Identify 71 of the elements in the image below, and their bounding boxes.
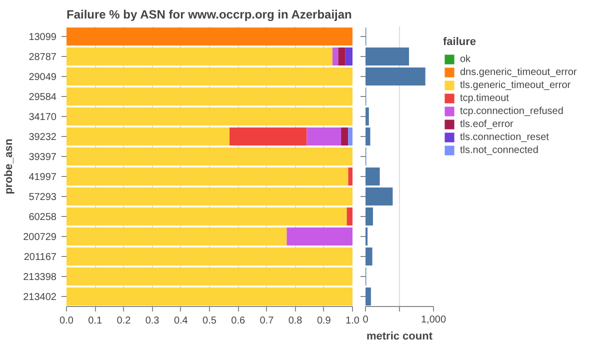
bar <box>345 48 352 66</box>
x-tick-label: 0 <box>362 314 369 326</box>
legend-label: ok <box>460 53 472 65</box>
y-tick-label: 200729 <box>23 232 57 243</box>
legend-label: tls.not_connected <box>460 144 538 156</box>
x-tick-label: 0.2 <box>116 316 132 326</box>
legend-title: failure <box>443 36 478 48</box>
bar <box>230 128 307 146</box>
y-axis-title: probe_asn <box>3 138 16 194</box>
bar <box>66 128 230 146</box>
bar <box>66 48 332 66</box>
y-tick-label: 213398 <box>23 272 57 283</box>
legend-label: tls.generic_timeout_error <box>460 79 571 91</box>
bar <box>348 128 352 146</box>
legend-label: tcp.connection_refused <box>460 105 564 117</box>
bar <box>66 208 347 226</box>
legend-label: tcp.timeout <box>460 92 509 104</box>
bar <box>66 108 352 126</box>
y-tick-label: 57293 <box>28 192 57 203</box>
bar <box>338 48 346 66</box>
bar <box>66 228 287 246</box>
y-tick-label: 13099 <box>28 32 57 43</box>
y-tick-label: 39232 <box>28 132 57 143</box>
x-tick-label: 1.0 <box>346 316 360 326</box>
x-tick-label: 0.9 <box>316 316 332 326</box>
bar <box>66 168 348 186</box>
bar <box>366 208 373 226</box>
bar <box>366 188 393 206</box>
bar <box>366 168 380 186</box>
bar <box>66 248 352 266</box>
chart-title: Failure % by ASN for www.occrp.org in Azerbaijan <box>66 8 352 22</box>
bar <box>366 248 372 266</box>
bar <box>66 188 352 206</box>
x-axis-title: metric count <box>366 330 433 342</box>
bar <box>346 208 352 226</box>
y-tick-label: 29049 <box>28 72 57 83</box>
y-tick-label: 60258 <box>28 212 57 223</box>
x-tick-label: 1,000 <box>420 314 446 326</box>
bar <box>366 288 371 306</box>
y-tick-label: 29584 <box>28 92 57 103</box>
x-tick-label: 0.8 <box>288 316 303 326</box>
bar <box>332 48 338 66</box>
bar <box>366 108 369 126</box>
legend-label: tls.connection_reset <box>460 131 549 143</box>
x-tick-label: 0.5 <box>202 316 217 326</box>
bar <box>366 68 426 86</box>
x-tick-label: 0.1 <box>88 316 102 326</box>
bar <box>341 128 348 146</box>
y-tick-label: 213402 <box>23 292 57 303</box>
bar <box>66 68 352 86</box>
bar <box>366 48 410 66</box>
x-tick-label: 0.7 <box>260 316 274 326</box>
bar <box>66 268 352 286</box>
bar <box>66 148 352 166</box>
y-tick-label: 201167 <box>24 252 57 263</box>
bar <box>366 128 370 146</box>
y-tick-label: 39397 <box>28 152 57 163</box>
bar <box>306 128 342 146</box>
y-tick-label: 41997 <box>28 172 57 183</box>
y-tick-label: 28787 <box>28 52 57 63</box>
bar <box>348 168 352 186</box>
x-tick-label: 0.3 <box>145 316 160 326</box>
bar <box>286 228 352 246</box>
x-tick-label: 0.0 <box>60 316 74 326</box>
bar <box>66 88 352 106</box>
legend-label: tls.eof_error <box>460 118 514 130</box>
x-tick-label: 0.6 <box>231 316 246 326</box>
legend-label: dns.generic_timeout_error <box>460 66 577 78</box>
bar <box>66 28 352 46</box>
x-tick-label: 0.4 <box>174 316 188 326</box>
y-tick-label: 34170 <box>28 112 57 123</box>
